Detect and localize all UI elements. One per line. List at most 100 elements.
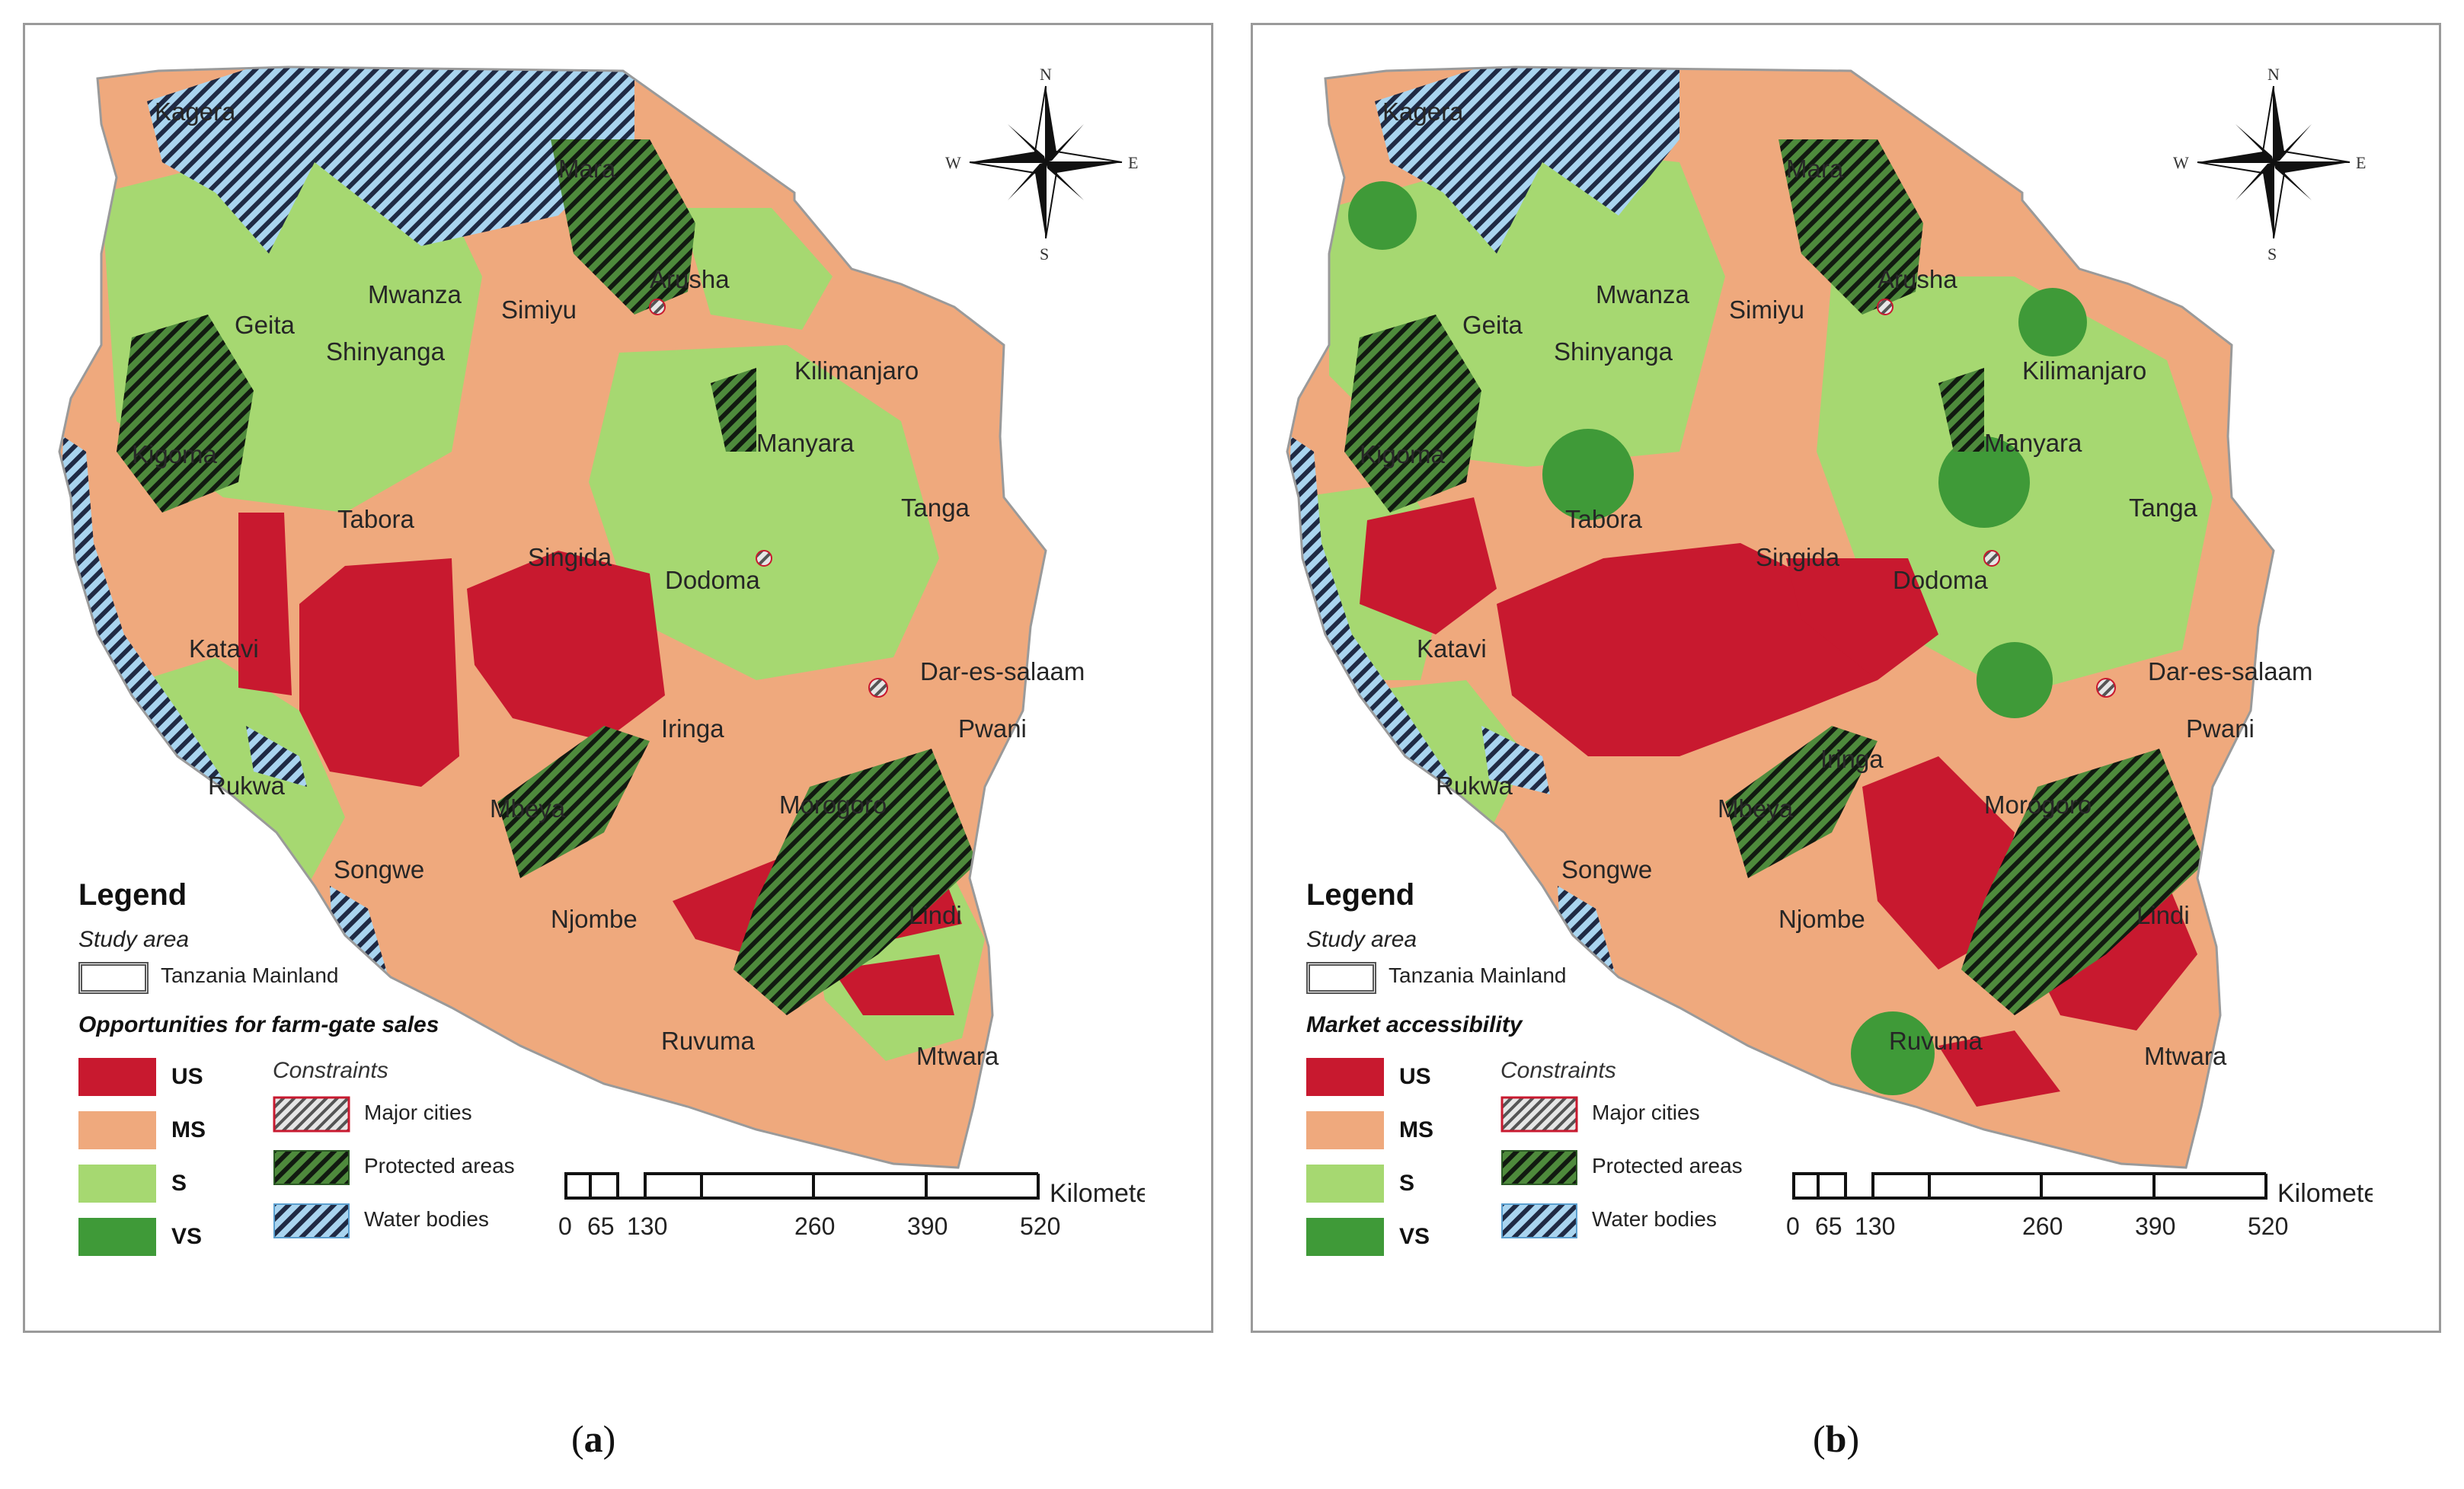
protected-area-moyowosi [1344,315,1481,513]
constraints-title: Constraints [1500,1058,1616,1083]
region-label-tabora: Tabora [1565,505,1643,533]
legend-title: Legend [1306,878,1415,912]
water-bodies-icon [273,1203,350,1238]
vs-area [1348,181,1417,250]
constraint-label-water-bodies: Water bodies [364,1207,489,1231]
compass-rose: N S E W [945,65,1138,264]
swatch-us [78,1058,156,1096]
compass-s: S [2267,244,2277,264]
caption-a: (a) [571,1417,616,1460]
class-label-ms: MS [1399,1117,1433,1142]
region-label-tabora: Tabora [337,505,415,533]
region-label-pwani: Pwani [2186,714,2255,743]
region-label-rukwa: Rukwa [208,772,286,800]
scale-tick-390: 390 [907,1213,948,1240]
compass-n: N [2267,65,2280,84]
region-label-mara: Mara [1786,155,1844,183]
class-label-ms: MS [171,1117,206,1142]
major-city-dar [868,678,888,698]
region-label-shinyanga: Shinyanga [1554,337,1673,366]
scale-tick-390: 390 [2135,1213,2175,1240]
swatch-us [1306,1058,1384,1096]
protected-areas-icon [1501,1150,1577,1185]
region-label-iringa: Iringa [661,714,724,743]
protected-area-serengeti [1778,139,1923,315]
study-area-swatch [78,962,149,994]
water-body-lake-victoria [1375,67,1679,254]
region-label-tanga: Tanga [2129,494,2198,522]
us-area [1786,558,1938,680]
study-area-title: Study area [78,927,190,952]
vs-area [2018,288,2087,356]
map-panel-a: N S E W Kagera Mara Mwanza Simiyu Arusha… [23,23,1213,1333]
protected-area-selous [733,749,977,1015]
compass-e: E [1128,153,1138,172]
major-cities-icon [1500,1096,1578,1133]
region-label-mwanza: Mwanza [368,280,462,308]
tanzania-border [58,66,1047,1169]
us-area [1360,497,1497,634]
class-label-s: S [1399,1171,1415,1196]
us-area [238,513,292,695]
major-cities-icon [273,1096,350,1133]
region-label-tanga: Tanga [901,494,970,522]
study-area-title: Study area [1306,927,1417,952]
region-label-simiyu: Simiyu [1729,296,1804,324]
region-label-singida: Singida [528,543,612,571]
region-label-kigoma: Kigoma [132,440,218,468]
scale-tick-520: 520 [2248,1213,2288,1240]
s-area [680,208,833,330]
water-body-lake-victoria [147,67,634,254]
protected-area-moyowosi [117,315,254,513]
tanzania-border [1286,66,2275,1169]
scale-tick-0: 0 [1786,1213,1800,1240]
constraint-label-protected-areas: Protected areas [1592,1154,1743,1177]
water-body-lake-tanganyika [1287,436,1451,817]
region-label-kagera: Kagera [1382,97,1464,126]
region-label-lindi: Lindi [909,901,962,929]
scale-tick-130: 130 [1855,1213,1895,1240]
major-city-dodoma [1983,550,2000,567]
class-label-s: S [171,1171,187,1196]
study-area-label: Tanzania Mainland [1389,963,1567,987]
swatch-ms [1306,1111,1384,1149]
vs-area [1851,1011,1935,1095]
swatch-s [1306,1165,1384,1203]
water-body-lake-rukwa [1481,726,1550,794]
region-label-kagera: Kagera [155,97,236,126]
us-area [299,558,459,787]
scale-tick-65: 65 [587,1213,615,1240]
legend-a: Legend Study area Tanzania Mainland Oppo… [78,878,1145,1305]
vs-area [1938,436,2030,528]
compass-n: N [1040,65,1052,84]
compass-s: S [1040,244,1049,264]
scale-bar-a: 0 65 130 260 390 520 Kilometers [558,1172,1145,1240]
class-label-us: US [171,1064,203,1089]
region-label-dodoma: Dodoma [665,566,760,594]
protected-area-selous [1961,749,2205,1015]
region-label-dar-es-salaam: Dar-es-salaam [920,657,1085,685]
major-city-dodoma [756,550,772,567]
us-area [833,954,954,1015]
region-label-katavi: Katavi [1417,634,1487,663]
region-label-geita: Geita [235,311,296,339]
swatch-vs [1306,1218,1384,1256]
protected-area-ruaha [497,726,650,878]
tanzania-map-b: N S E W Kagera Mara Mwanza Simiyu Arusha… [1286,65,2366,1169]
constraints-title: Constraints [273,1058,388,1083]
legend-title: Legend [78,878,187,912]
scale-tick-520: 520 [1020,1213,1060,1240]
region-label-njombe: Njombe [551,905,638,933]
region-label-katavi: Katavi [189,634,259,663]
scale-tick-260: 260 [794,1213,835,1240]
region-label-mtwara: Mtwara [2144,1042,2227,1070]
scale-tick-65: 65 [1815,1213,1842,1240]
region-label-songwe: Songwe [334,855,424,883]
scale-unit: Kilometers [1050,1179,1145,1208]
protected-area-tarangire [1938,368,1984,452]
protected-area-tarangire [711,368,756,452]
us-area [1497,543,1878,756]
vs-area [1344,745,1413,813]
protected-areas-icon [273,1150,350,1185]
swatch-ms [78,1111,156,1149]
